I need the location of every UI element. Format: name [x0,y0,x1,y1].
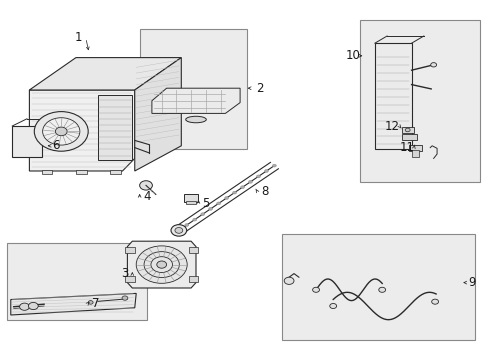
Bar [42,170,52,174]
Bar [125,276,135,282]
Circle shape [257,175,261,178]
Ellipse shape [186,116,206,123]
Circle shape [171,225,187,236]
Polygon shape [152,88,240,113]
Circle shape [241,186,245,189]
Bar [402,134,416,140]
Circle shape [405,128,410,132]
Circle shape [43,118,80,145]
Bar [125,247,135,253]
Bar [412,150,419,157]
Circle shape [201,213,205,216]
Circle shape [157,261,167,268]
Bar [76,170,87,174]
Bar [282,234,475,340]
Circle shape [185,224,189,226]
Circle shape [330,303,337,309]
Circle shape [284,277,294,284]
Text: 1: 1 [74,31,82,44]
Bar [110,170,121,174]
Bar [375,43,412,149]
Circle shape [55,127,67,136]
Circle shape [136,246,187,283]
Polygon shape [11,293,136,315]
Text: 4: 4 [143,190,151,203]
Text: 12: 12 [385,120,399,132]
Text: 6: 6 [52,139,60,152]
Polygon shape [127,241,196,288]
Circle shape [272,164,276,167]
Text: 2: 2 [256,82,264,95]
Circle shape [28,302,38,310]
Circle shape [224,197,228,199]
Bar [7,243,147,320]
Bar [186,201,196,204]
Bar [189,276,198,282]
Circle shape [209,207,213,210]
Circle shape [233,191,237,194]
Text: 11: 11 [399,141,414,154]
Text: 9: 9 [468,276,476,289]
Polygon shape [135,58,181,171]
Circle shape [88,301,93,304]
Circle shape [431,63,437,67]
Circle shape [379,287,386,292]
Polygon shape [98,95,132,160]
Circle shape [140,181,152,190]
Polygon shape [12,126,42,157]
Bar [140,29,247,149]
Circle shape [175,228,183,233]
Text: 8: 8 [261,185,269,198]
Polygon shape [29,58,181,90]
Text: 3: 3 [121,267,129,280]
Bar [402,127,414,133]
Circle shape [122,296,128,300]
Bar [184,194,198,202]
Text: 10: 10 [345,49,360,62]
Polygon shape [29,90,135,171]
Text: 5: 5 [202,197,210,210]
Circle shape [248,180,252,183]
Bar [189,247,198,253]
Circle shape [193,218,196,221]
Bar [409,145,422,151]
Circle shape [432,299,439,304]
Text: 7: 7 [92,297,99,310]
Circle shape [20,303,29,310]
Bar [360,20,480,182]
Circle shape [313,287,319,292]
Circle shape [217,202,221,205]
Circle shape [265,170,269,172]
Circle shape [34,112,88,151]
